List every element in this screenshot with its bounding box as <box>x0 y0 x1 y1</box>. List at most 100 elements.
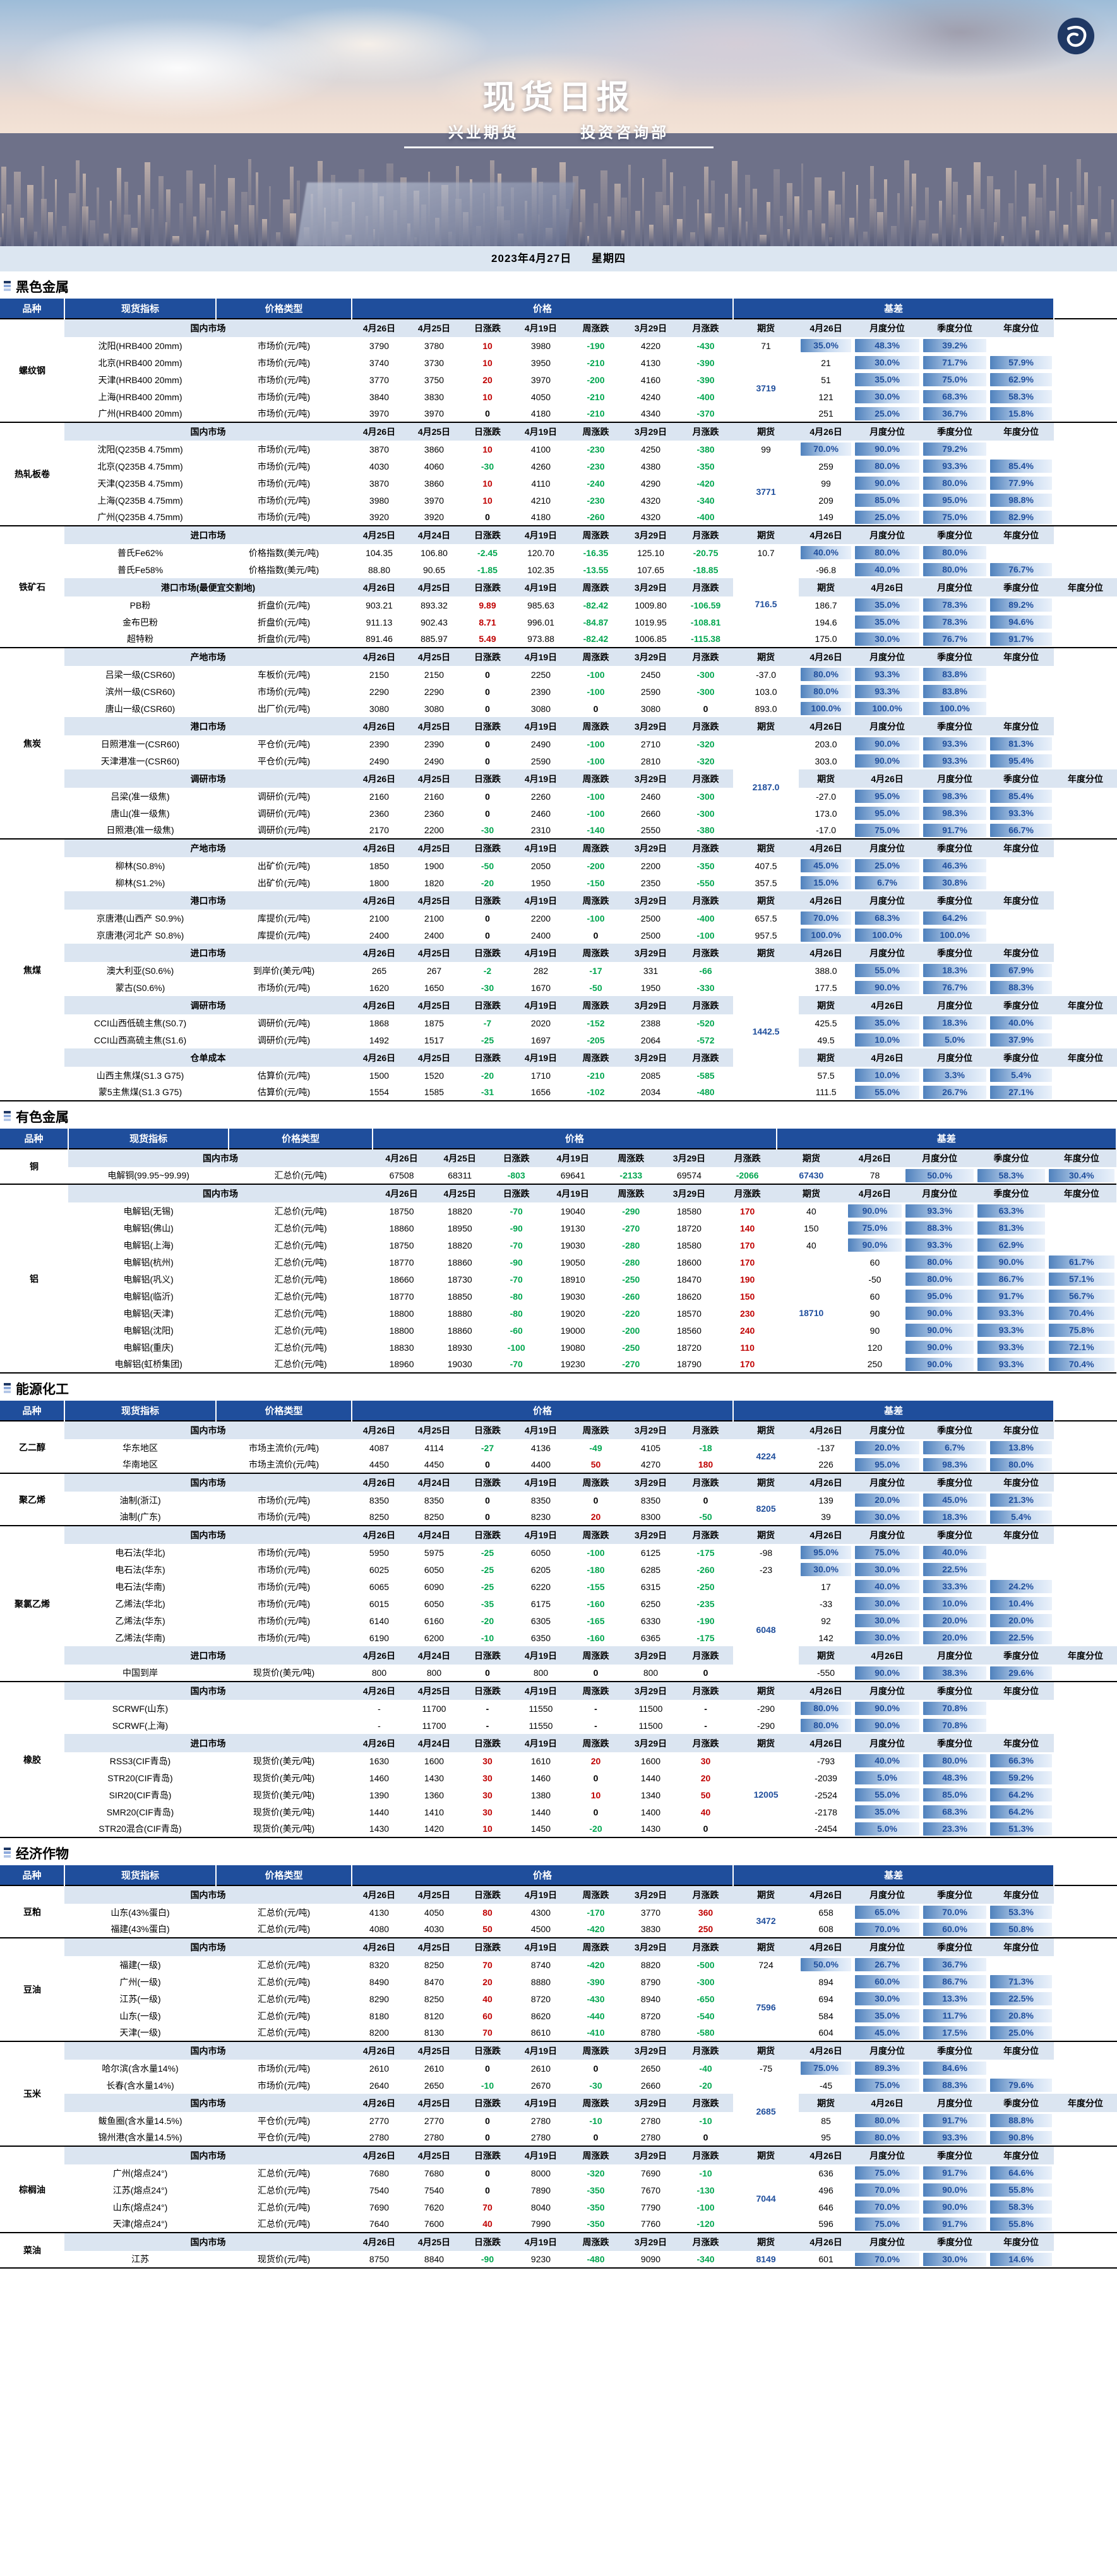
price-w1-cell: 11550 <box>513 1717 568 1734</box>
spot-index-cell: 华东地区 <box>64 1439 216 1456</box>
percentile-quarter-cell: 75.0% <box>921 371 989 388</box>
monthly-change-cell: -572 <box>678 1031 734 1048</box>
band-pct-quarter: 季度分位 <box>921 717 989 735</box>
price-d2-cell: 1820 <box>407 874 462 891</box>
price-w1-cell: 2200 <box>513 910 568 927</box>
price-w1-cell: 2780 <box>513 2112 568 2129</box>
table-row: 天津(熔点24°) 汇总价(元/吨) 7640 7600 40 7990 -350 7760-… <box>0 2216 1117 2233</box>
price-m1-cell: 7790 <box>623 2199 678 2216</box>
table-row: 电解铝(沈阳) 汇总价(元/吨) 18800 18860 -60 19000 -200 185… <box>0 1322 1116 1339</box>
spot-index-cell: 北京(Q235B 4.75mm) <box>64 458 216 475</box>
price-m1-cell: 2550 <box>623 822 678 839</box>
basis-value-cell: 103.0 <box>733 683 799 700</box>
band-date-col-4: 周涨跌 <box>568 717 623 735</box>
price-m1-cell: 11500 <box>623 1700 678 1717</box>
band-pct-year: 年度分位 <box>988 319 1054 337</box>
monthly-change-cell: -500 <box>678 1956 734 1973</box>
table-row: 澳大利亚(S0.6%) 到岸价(美元/吨) 265 267 -2 282 -17 331 -66… <box>0 962 1117 1101</box>
sub-header-band-row: 铁矿石 进口市场 4月25日 4月24日 日涨跌 4月19日 周涨跌 3月29日 月涨跌 期货 4月… <box>0 526 1117 648</box>
price-m1-cell: 2450 <box>623 666 678 683</box>
price-d2-cell: 2650 <box>407 2077 462 2094</box>
sub-header-band-row: 国内市场 4月26日 4月25日 日涨跌 4月19日 周涨跌 3月29日 月涨跌 期货 4月26日… <box>0 2094 1117 2112</box>
band-date-col-1: 4月25日 <box>407 1682 462 1700</box>
monthly-change-cell: 360 <box>678 1904 734 1921</box>
weekly-change-cell: -230 <box>568 458 623 475</box>
percentile-year-cell: 13.8% <box>988 1439 1054 1456</box>
price-d2-cell: 18860 <box>431 1254 489 1271</box>
col-header-variety: 品种 <box>0 1129 69 1149</box>
daily-change-cell: - <box>462 1717 513 1734</box>
price-w1-cell: 19030 <box>544 1288 602 1305</box>
variety-group: 铁矿石 进口市场 4月25日 4月24日 日涨跌 4月19日 周涨跌 3月29日 月涨跌 期货 4月… <box>0 526 1117 648</box>
weekly-change-cell: -200 <box>602 1322 660 1339</box>
futures-price-cell: 8149 <box>733 2251 799 2268</box>
daily-change-cell: 10 <box>462 388 513 405</box>
percentile-month-cell: 20.0% <box>853 1492 922 1509</box>
price-m1-cell: 18560 <box>660 1322 719 1339</box>
weekly-change-cell: -100 <box>568 752 623 769</box>
price-type-cell: 折盘价(元/吨) <box>216 597 352 614</box>
price-w1-cell: 3980 <box>513 337 568 354</box>
daily-change-cell: 0 <box>462 2181 513 2199</box>
table-row: 江苏(一级) 汇总价(元/吨) 8290 8250 40 8720 -430 8940 -650… <box>0 1990 1117 2007</box>
price-d1-cell: 2770 <box>352 2112 407 2129</box>
percentile-quarter-cell: 91.7% <box>921 2164 989 2181</box>
market-scope-label: 国内市场 <box>64 422 352 441</box>
price-m1-cell: 4320 <box>623 492 678 509</box>
price-m1-cell: 8940 <box>623 1990 678 2007</box>
weekly-change-cell: -100 <box>568 666 623 683</box>
price-w1-cell: 2260 <box>513 788 568 805</box>
daily-change-cell: -1.85 <box>462 561 513 578</box>
daily-change-cell: -80 <box>489 1288 544 1305</box>
band-date-col-6: 月涨跌 <box>678 648 734 666</box>
basis-value-cell: -2524 <box>799 1786 854 1803</box>
basis-value-cell: 49.5 <box>799 1031 854 1048</box>
price-d1-cell: - <box>352 1700 407 1717</box>
band-futures-label: 期货 <box>733 2041 799 2060</box>
weekly-change-cell: -440 <box>568 2007 623 2024</box>
sub-header-band-row: 进口市场 4月26日 4月24日 日涨跌 4月19日 周涨跌 3月29日 月涨跌 期货 4月26日… <box>0 1646 1117 1665</box>
sub-header-band-row: 豆油 国内市场 4月26日 4月25日 日涨跌 4月19日 周涨跌 3月29日 月涨跌 期货 4月2… <box>0 1938 1117 2041</box>
price-m1-cell: 4380 <box>623 458 678 475</box>
table-row: 北京(Q235B 4.75mm) 市场价(元/吨) 4030 4060 -30 4260-… <box>0 458 1117 526</box>
table-row: 日照港(准一级焦) 调研价(元/吨) 2170 2200 -30 2310 -140 2550… <box>0 822 1117 839</box>
band-date-col-4: 周涨跌 <box>568 944 623 962</box>
price-w1-cell: 18910 <box>544 1271 602 1288</box>
percentile-month-cell: 15.0% <box>799 874 854 891</box>
percentile-quarter-cell: 75.0% <box>853 1544 922 1561</box>
price-w1-cell: 8230 <box>513 1509 568 1526</box>
variety-group: 铝国内市场 4月26日 4月25日 日涨跌 4月19日 周涨跌 3月29日 月涨跌 期货 4月26… <box>0 1184 1116 1373</box>
table-row: 蒙古(S0.6%) 市场价(元/吨) 1620 1650 -30 1670 -50 1950-… <box>0 979 1117 996</box>
daily-change-cell: -2.45 <box>462 544 513 561</box>
band-date-col-1: 4月24日 <box>407 1473 462 1492</box>
price-type-cell: 市场价(元/吨) <box>216 1492 352 1509</box>
report-sections: 黑色金属 品种 现货指标 价格类型 价格 基差 螺纹钢 国内市场 4月26日 4月25… <box>0 271 1117 2269</box>
market-scope-label: 进口市场 <box>64 1734 352 1752</box>
band-date-col-5: 3月29日 <box>660 1149 719 1167</box>
band-pct-quarter: 季度分位 <box>921 1682 989 1700</box>
sub-header-band-row: 乙二醇 国内市场 4月26日 4月25日 日涨跌 4月19日 周涨跌 3月29日 月涨跌 期货 4月… <box>0 1421 1117 1473</box>
percentile-year-cell: 58.3% <box>988 388 1054 405</box>
band-basis-date: 4月26日 <box>845 1184 904 1202</box>
percentile-quarter-cell: 70.0% <box>921 1904 989 1921</box>
percentile-month-cell: 35.0% <box>853 1803 922 1820</box>
monthly-change-cell: -340 <box>678 2251 734 2268</box>
price-d1-cell: 8750 <box>352 2251 407 2268</box>
percentile-month-cell: 75.0% <box>799 2060 854 2077</box>
table-row: 京唐港(河北产 S0.8%) 库提价(元/吨) 2400 2400 0 2400 0 2500… <box>0 927 1117 944</box>
weekly-change-cell: -102 <box>568 1084 623 1101</box>
band-date-col-0: 4月26日 <box>352 1473 407 1492</box>
market-scope-label: 国内市场 <box>64 1682 352 1700</box>
monthly-change-cell: -380 <box>678 441 734 458</box>
price-type-cell: 汇总价(元/吨) <box>229 1271 373 1288</box>
percentile-month-cell: 30.0% <box>853 1595 922 1612</box>
percentile-year-cell: 91.7% <box>988 631 1054 648</box>
sub-header-band-row: 仓单成本 4月26日 4月25日 日涨跌 4月19日 周涨跌 3月29日 月涨跌 期货 4月26日… <box>0 1048 1117 1067</box>
price-d2-cell: 4450 <box>407 1456 462 1473</box>
table-row: SIR20(CIF青岛) 现货价(美元/吨) 1390 1360 30 1380 10 134… <box>0 1786 1117 1803</box>
band-date-col-6: 月涨跌 <box>678 996 734 1014</box>
price-d1-cell: 88.80 <box>352 561 407 578</box>
basis-value-cell: 303.0 <box>799 752 854 769</box>
monthly-change-cell: -390 <box>678 371 734 388</box>
price-d2-cell: 11700 <box>407 1717 462 1734</box>
